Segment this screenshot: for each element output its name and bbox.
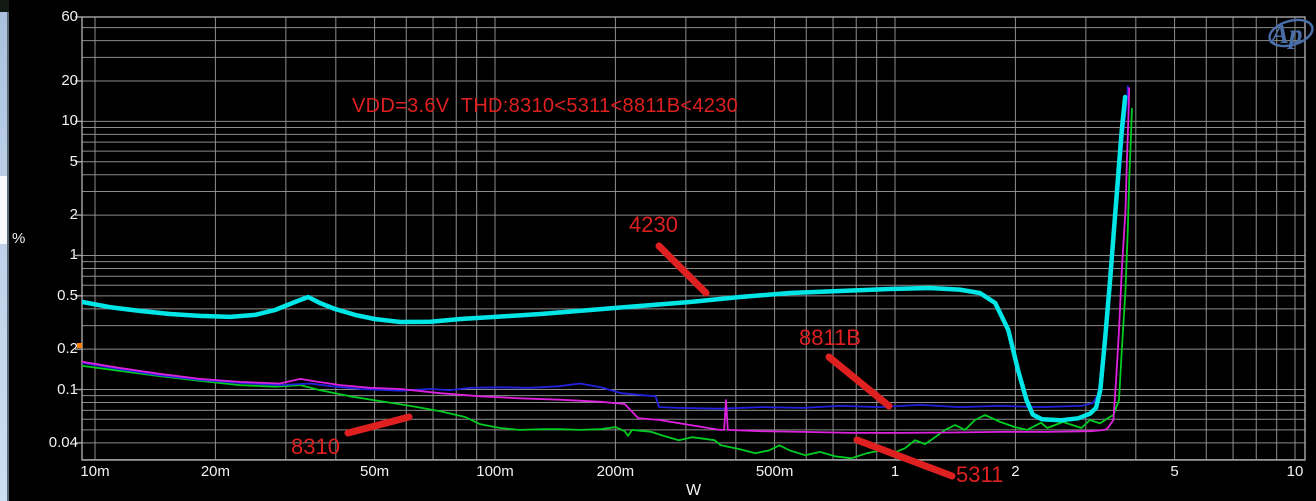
x-tick-label-5: 5 <box>1170 463 1179 480</box>
annotation-arrow-5311 <box>853 436 956 480</box>
plot-border <box>81 16 1306 461</box>
x-tick-label-10m: 10m <box>80 463 110 480</box>
x-tick-label-1: 1 <box>890 463 900 480</box>
marker-axis-cursor <box>77 343 82 348</box>
graph-title: VDD=3.6V THD:8310<5311<8811B<4230 <box>352 95 739 117</box>
annotation-arrow-8310 <box>344 413 413 437</box>
window-edge-highlight <box>0 176 7 244</box>
annotation-arrow-8811B <box>825 353 893 410</box>
x-axis-unit-label: W <box>685 482 702 499</box>
ap-logo-text: Ap <box>1269 19 1303 49</box>
annotation-label-8811B: 8811B <box>799 325 861 350</box>
y-tick-label-20: 20 <box>61 71 78 89</box>
annotation-arrows <box>344 242 956 480</box>
ap-logo-ellipse <box>1268 18 1314 48</box>
y-tick-label-5: 5 <box>69 152 78 170</box>
x-tick-label-500m: 500m <box>755 463 794 480</box>
audio-precision-logo: Ap <box>1262 11 1316 53</box>
annotation-label-5311: 5311 <box>956 462 1004 487</box>
x-tick-label-50m: 50m <box>359 463 390 480</box>
y-tick-label-1: 1 <box>69 246 78 264</box>
y-tick-label-0.04: 0.04 <box>48 433 78 451</box>
x-tick-label-20m: 20m <box>200 463 230 480</box>
plot-frame <box>75 16 1306 461</box>
annotation-label-4230: 4230 <box>629 212 678 237</box>
series-line-5311 <box>82 87 1131 434</box>
annotation-arrow-4230 <box>655 242 710 297</box>
series-lines <box>82 85 1133 460</box>
window-edge-corner <box>0 0 9 12</box>
y-tick-label-10: 10 <box>61 112 78 130</box>
series-line-8310 <box>82 107 1133 460</box>
background-window-edge <box>0 0 9 501</box>
y-tick-label-0.2: 0.2 <box>57 340 78 358</box>
x-tick-label-2: 2 <box>1011 463 1020 480</box>
annotation-label-8310: 8310 <box>291 434 340 459</box>
ap-logo-graphic: Ap <box>1268 18 1314 49</box>
x-tick-label-10: 10 <box>1286 463 1304 480</box>
y-axis-unit-label: % <box>12 230 26 247</box>
y-tick-label-2: 2 <box>69 206 78 224</box>
y-tick-label-0.1: 0.1 <box>57 380 78 398</box>
x-tick-label-200m: 200m <box>596 463 635 480</box>
y-tick-label-60: 60 <box>61 8 78 25</box>
y-tick-label-0.5: 0.5 <box>57 286 78 304</box>
gridlines <box>82 16 1305 461</box>
series-line-4230 <box>82 94 1128 423</box>
x-tick-label-100m: 100m <box>476 463 514 480</box>
